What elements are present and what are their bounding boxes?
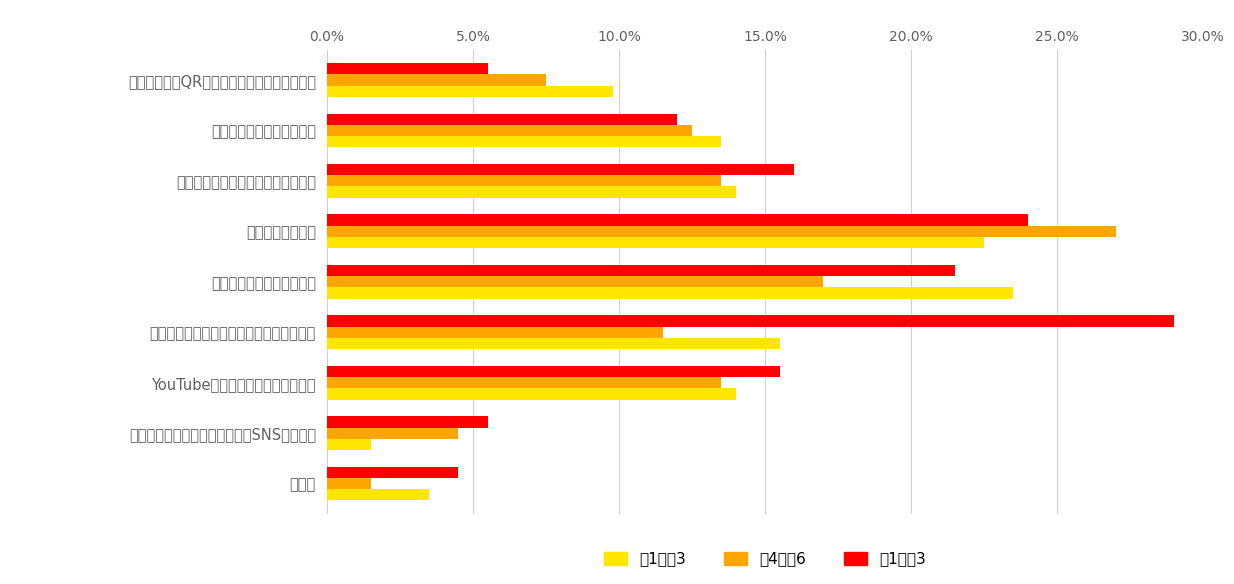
Bar bbox=[327, 489, 429, 500]
Bar bbox=[327, 63, 487, 74]
Bar bbox=[327, 186, 735, 197]
Bar bbox=[327, 265, 955, 276]
Bar bbox=[327, 467, 458, 478]
Bar bbox=[327, 315, 1174, 326]
Bar bbox=[327, 388, 735, 399]
Bar bbox=[327, 164, 795, 175]
Bar bbox=[327, 326, 663, 338]
Bar bbox=[327, 113, 677, 125]
Bar bbox=[327, 416, 487, 427]
Bar bbox=[327, 214, 1028, 225]
Bar bbox=[327, 85, 613, 97]
Bar bbox=[327, 366, 780, 377]
Bar bbox=[327, 338, 780, 349]
Bar bbox=[327, 377, 721, 388]
Bar bbox=[327, 136, 721, 147]
Bar bbox=[327, 276, 823, 287]
Bar bbox=[327, 175, 721, 186]
Bar bbox=[327, 74, 545, 85]
Bar bbox=[327, 439, 370, 450]
Bar bbox=[327, 125, 692, 136]
Bar bbox=[327, 225, 1116, 237]
Bar bbox=[327, 237, 983, 248]
Bar bbox=[327, 427, 458, 439]
Bar bbox=[327, 478, 370, 489]
Legend: 小1～小3, 小4～小6, 中1～中3: 小1～小3, 小4～小6, 中1～中3 bbox=[605, 552, 926, 566]
Bar bbox=[327, 287, 1013, 298]
